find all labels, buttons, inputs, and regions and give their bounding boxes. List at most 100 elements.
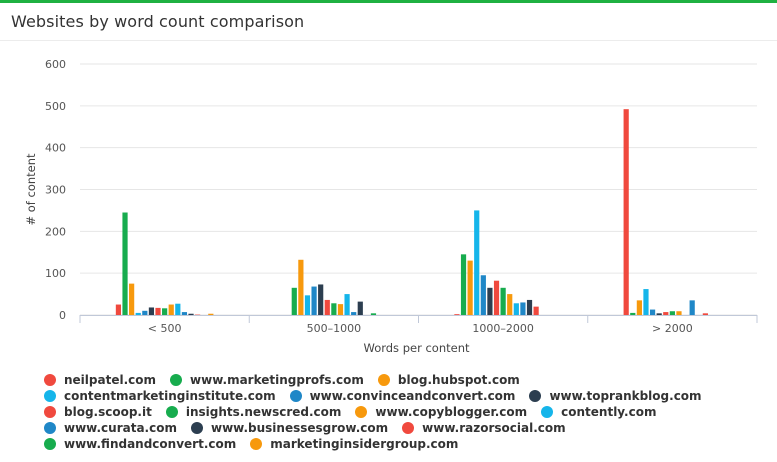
bar xyxy=(122,212,128,315)
legend-marker xyxy=(377,373,390,386)
legend-label: www.findandconvert.com xyxy=(64,436,237,451)
bar xyxy=(188,313,194,315)
legend-item[interactable]: contently.com xyxy=(541,404,656,419)
legend-label: insights.newscred.com xyxy=(185,404,342,419)
legend-marker xyxy=(44,437,56,450)
legend-marker xyxy=(250,437,263,450)
legend-marker xyxy=(44,405,56,418)
y-tick-label: 300 xyxy=(45,184,66,197)
legend-label: www.curata.com xyxy=(64,420,177,435)
legend-item[interactable]: blog.scoop.it xyxy=(44,404,152,419)
bar xyxy=(663,312,669,315)
y-tick-label: 400 xyxy=(45,142,66,155)
bar xyxy=(357,301,363,315)
legend-label: www.marketingprofs.com xyxy=(190,372,364,387)
bar xyxy=(526,299,533,315)
bar xyxy=(656,313,662,315)
legend-marker xyxy=(44,421,56,434)
bar xyxy=(689,300,695,315)
legend-marker xyxy=(44,389,56,402)
bar xyxy=(304,295,311,315)
bar xyxy=(702,313,708,315)
x-axis-title: Words per content xyxy=(364,341,470,355)
bar xyxy=(487,287,493,315)
legend-item[interactable]: contentmarketinginstitute.com xyxy=(44,388,276,403)
bar xyxy=(454,314,460,315)
legend-item[interactable]: www.toprankblog.com xyxy=(529,388,702,403)
bar xyxy=(181,312,188,315)
legend-item[interactable]: www.razorsocial.com xyxy=(402,420,566,435)
legend-marker xyxy=(289,389,302,402)
bar xyxy=(115,304,122,315)
legend-marker xyxy=(190,421,203,434)
legend-item[interactable]: www.curata.com xyxy=(44,420,177,435)
bar xyxy=(324,299,330,315)
bar xyxy=(318,284,324,315)
bar-chart: 0 100 200 300 400 500 600 < 500 500–1000 1000–200… xyxy=(24,58,758,355)
bar xyxy=(331,303,337,315)
bar xyxy=(337,304,344,315)
bar xyxy=(513,303,519,315)
bar xyxy=(636,300,642,315)
bar xyxy=(155,307,161,315)
bar xyxy=(623,109,629,316)
legend-item[interactable]: www.convinceandconvert.com xyxy=(289,388,516,403)
bar xyxy=(129,283,135,315)
x-tick-label: 500–1000 xyxy=(307,322,362,335)
bar xyxy=(676,311,682,315)
bar xyxy=(291,287,297,315)
bar xyxy=(480,275,486,315)
bar xyxy=(175,303,181,315)
x-tick-label: > 2000 xyxy=(652,322,693,335)
bar xyxy=(344,294,350,315)
bar xyxy=(370,313,377,315)
legend-item[interactable]: www.businessesgrow.com xyxy=(190,420,388,435)
panel-header: Websites by word count comparison xyxy=(0,3,777,41)
legend-label: contentmarketinginstitute.com xyxy=(64,388,276,403)
bar xyxy=(298,259,304,315)
legend-marker xyxy=(165,405,178,418)
legend-marker xyxy=(44,373,56,386)
bar xyxy=(311,286,317,315)
bar xyxy=(467,260,473,315)
bar xyxy=(493,280,500,315)
chart-title: Websites by word count comparison xyxy=(11,12,305,31)
legend-item[interactable]: marketinginsidergroup.com xyxy=(250,436,458,451)
bar xyxy=(500,287,506,315)
bar xyxy=(162,308,168,315)
legend-marker xyxy=(170,373,183,386)
y-tick-label: 100 xyxy=(45,267,66,280)
bar xyxy=(630,312,636,315)
legend-item[interactable]: www.copyblogger.com xyxy=(355,404,527,419)
top-accent-bar xyxy=(0,0,777,3)
legend-item[interactable]: www.marketingprofs.com xyxy=(170,372,364,387)
bar xyxy=(643,289,649,315)
legend-label: www.convinceandconvert.com xyxy=(309,388,516,403)
legend-marker xyxy=(541,405,554,418)
legend-label: contently.com xyxy=(561,404,657,419)
legend-label: blog.scoop.it xyxy=(64,404,152,419)
legend-marker xyxy=(402,421,415,434)
y-tick-label: 600 xyxy=(45,58,66,71)
bar xyxy=(351,312,357,315)
bar xyxy=(649,309,656,315)
legend-label: www.copyblogger.com xyxy=(375,404,528,419)
x-tick-label: 1000–2000 xyxy=(472,322,534,335)
bar xyxy=(520,302,526,315)
legend-label: www.razorsocial.com xyxy=(422,420,566,435)
legend-label: marketinginsidergroup.com xyxy=(270,436,459,451)
legend-item[interactable]: neilpatel.com xyxy=(44,372,156,387)
bar xyxy=(168,304,174,315)
legend-label: www.toprankblog.com xyxy=(549,388,702,403)
legend-item[interactable]: insights.newscred.com xyxy=(165,404,342,419)
legend-item[interactable]: www.findandconvert.com xyxy=(44,436,236,451)
bar xyxy=(148,307,155,315)
chart-legend: neilpatel.com www.marketingprofs.com blog.… xyxy=(44,372,764,451)
legend-item[interactable]: blog.hubspot.com xyxy=(377,372,520,387)
y-tick-label: 0 xyxy=(59,309,66,322)
bar xyxy=(507,294,513,315)
bar xyxy=(208,313,214,315)
y-axis-title: # of content xyxy=(24,153,38,226)
bar xyxy=(669,311,675,315)
bar xyxy=(142,310,148,315)
